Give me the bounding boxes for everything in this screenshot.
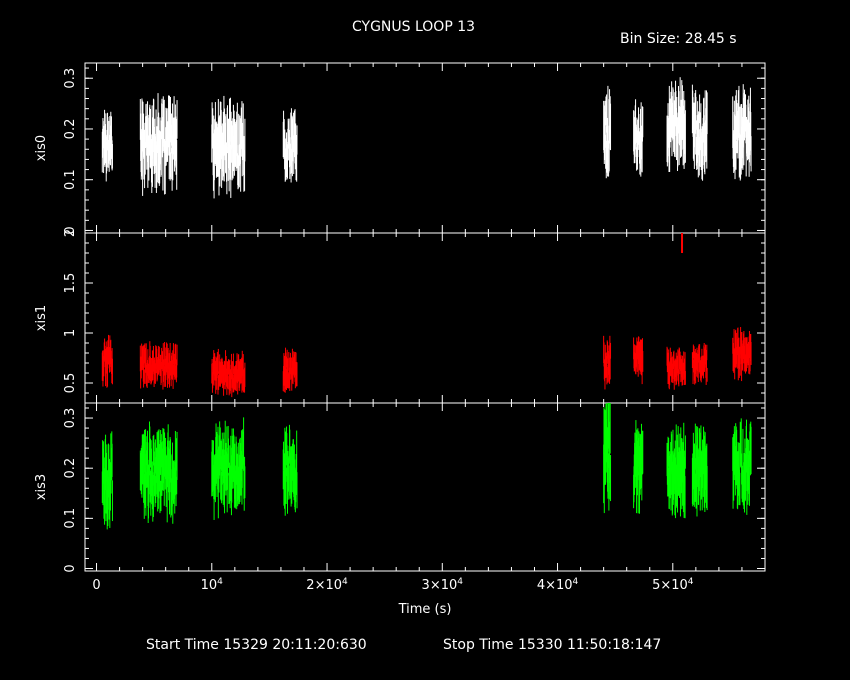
x-tick-label: 3×104 <box>422 577 464 593</box>
start-time-label: Start Time 15329 20:11:20:630 <box>146 637 367 653</box>
xis3-panel-frame <box>84 402 766 572</box>
xis3-axis-label: xis3 <box>34 474 49 500</box>
xis1-y-tick-label: 2 <box>63 229 78 237</box>
xis3-y-tick-label: 0.2 <box>63 458 78 479</box>
x-tick-label: 4×104 <box>537 577 579 593</box>
xis0-y-tick-label: 0 <box>63 226 78 234</box>
xis0-axis-label: xis0 <box>34 135 49 161</box>
xis0-panel-frame <box>84 62 766 234</box>
xis0-y-tick-label: 0.1 <box>63 169 78 190</box>
x-tick-label: 2×104 <box>306 577 348 593</box>
xis1-panel-frame <box>84 232 766 404</box>
bin-size-label: Bin Size: 28.45 s <box>620 31 737 47</box>
x-tick-label: 0 <box>92 578 100 593</box>
x-tick-label: 104 <box>201 577 224 593</box>
stop-time-label: Stop Time 15330 11:50:18:147 <box>443 637 662 653</box>
xis1-axis-label: xis1 <box>34 305 49 331</box>
xis1-y-tick-label: 0.5 <box>63 373 78 394</box>
xis1-y-tick-label: 1 <box>63 329 78 337</box>
xis1-y-tick-label: 1.5 <box>63 273 78 294</box>
xis0-y-tick-label: 0.3 <box>63 68 78 89</box>
x-axis-label: Time (s) <box>398 602 452 617</box>
xis3-y-tick-label: 0.1 <box>63 508 78 529</box>
xis3-y-tick-label: 0.3 <box>63 408 78 429</box>
xis0-y-tick-label: 0.2 <box>63 119 78 140</box>
chart-title: CYGNUS LOOP 13 <box>352 19 476 35</box>
xis3-y-tick-label: 0 <box>63 564 78 572</box>
x-tick-label: 5×104 <box>652 577 694 593</box>
